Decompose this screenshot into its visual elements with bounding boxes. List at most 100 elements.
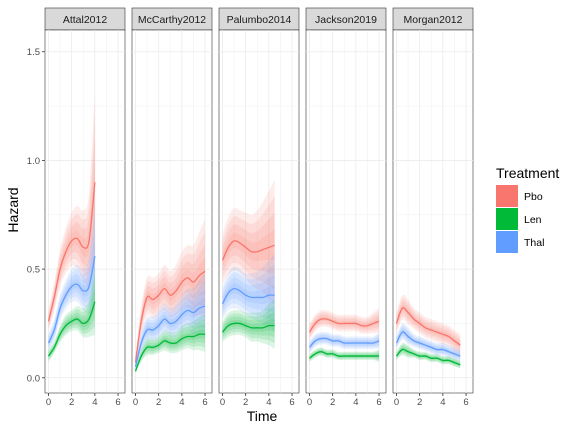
x-tick-label: 0 <box>220 397 225 408</box>
facet-panel: Palumbo2014 0 2 4 6 <box>218 7 300 408</box>
x-tick-label: 6 <box>463 397 468 408</box>
series-pbo <box>308 308 380 340</box>
series-band <box>222 228 275 267</box>
series-band <box>396 297 461 353</box>
series-band <box>135 232 206 367</box>
y-tick-label: 1.0 <box>27 156 40 167</box>
legend: Treatment Pbo Len Thal <box>496 165 559 253</box>
y-tick-label: 0.5 <box>27 265 40 276</box>
series-band <box>48 292 95 358</box>
facet-panel: Attal2012 0 2 4 6 <box>44 7 126 408</box>
x-tick-label: 2 <box>417 397 422 408</box>
series-band <box>135 219 206 369</box>
legend-label: Thal <box>524 237 544 249</box>
series-line <box>134 305 206 368</box>
x-tick-label: 2 <box>243 397 248 408</box>
series-len <box>395 342 461 369</box>
x-tick-label: 6 <box>289 397 294 408</box>
series-band <box>396 342 461 369</box>
series-band <box>135 319 206 373</box>
series-thal <box>134 273 206 371</box>
gridlines <box>45 30 125 393</box>
x-tick-label: 4 <box>92 397 97 408</box>
series-band <box>396 301 461 351</box>
series-pbo <box>221 179 275 304</box>
x-tick-label: 4 <box>353 397 358 408</box>
series-band <box>222 299 275 350</box>
series-band <box>48 264 95 362</box>
legend-label: Len <box>524 214 542 226</box>
series-line <box>47 301 96 357</box>
x-tick-label: 2 <box>156 397 161 408</box>
legend-title: Treatment <box>496 165 559 181</box>
series-band <box>135 314 206 374</box>
series-line <box>395 331 461 357</box>
series-line <box>134 270 206 363</box>
x-tick-label: 0 <box>394 397 399 408</box>
series-len <box>221 299 275 350</box>
series-pbo <box>134 219 206 369</box>
series-band <box>222 179 275 304</box>
x-tick-label: 0 <box>133 397 138 408</box>
series-band <box>309 308 380 340</box>
facet-strip-label: Jackson2019 <box>315 14 377 26</box>
x-tick-label: 4 <box>266 397 271 408</box>
x-tick-label: 6 <box>376 397 381 408</box>
facet-panel: McCarthy2012 0 2 4 6 <box>131 7 213 408</box>
series-line <box>47 182 96 322</box>
facet-strip-label: Morgan2012 <box>404 14 463 26</box>
series-thal <box>221 253 275 333</box>
series-len <box>47 264 96 362</box>
panel-background <box>44 29 126 394</box>
series-band <box>135 258 206 365</box>
series-line <box>395 348 461 366</box>
facet-strip-label: Palumbo2014 <box>227 14 292 26</box>
series-line <box>308 337 380 348</box>
series-band <box>309 316 380 335</box>
series-band <box>309 348 380 362</box>
facet-panel: Morgan2012 0 2 4 6 <box>392 7 474 408</box>
series-line <box>308 318 380 333</box>
series-band <box>396 323 461 362</box>
y-tick-label: 1.5 <box>27 47 40 58</box>
series-band <box>48 113 95 329</box>
gridlines <box>132 30 212 393</box>
panel-background <box>218 29 300 394</box>
series-band <box>309 349 380 361</box>
series-thal <box>395 323 461 362</box>
x-tick-label: 4 <box>179 397 184 408</box>
series-band <box>222 212 275 275</box>
series-band <box>222 264 275 324</box>
series-band <box>222 306 275 344</box>
facet-panel: Jackson2019 0 2 4 6 <box>305 7 387 408</box>
gridlines <box>219 30 299 393</box>
legend-label: Pbo <box>524 191 543 203</box>
series-band <box>135 281 206 370</box>
legend-key-thal <box>496 231 518 253</box>
series-line <box>134 333 206 372</box>
series-band <box>309 347 380 363</box>
series-line <box>47 255 96 344</box>
x-tick-label: 6 <box>202 397 207 408</box>
series-band <box>135 273 206 371</box>
series-band <box>222 312 275 338</box>
x-tick-label: 4 <box>440 397 445 408</box>
series-band <box>48 199 95 351</box>
series-band <box>396 344 461 368</box>
series-band <box>222 253 275 333</box>
x-axis-label: Time <box>247 408 278 424</box>
series-line <box>221 287 275 305</box>
series-band <box>222 196 275 290</box>
series-line <box>221 322 275 333</box>
series-thal <box>308 331 380 354</box>
series-band <box>396 327 461 359</box>
series-band <box>396 346 461 367</box>
series-band <box>396 294 461 355</box>
series-band <box>396 325 461 361</box>
series-band <box>135 245 206 366</box>
series-pbo <box>395 294 461 355</box>
series-band <box>135 329 206 372</box>
facet-strip-label: Attal2012 <box>63 14 108 26</box>
